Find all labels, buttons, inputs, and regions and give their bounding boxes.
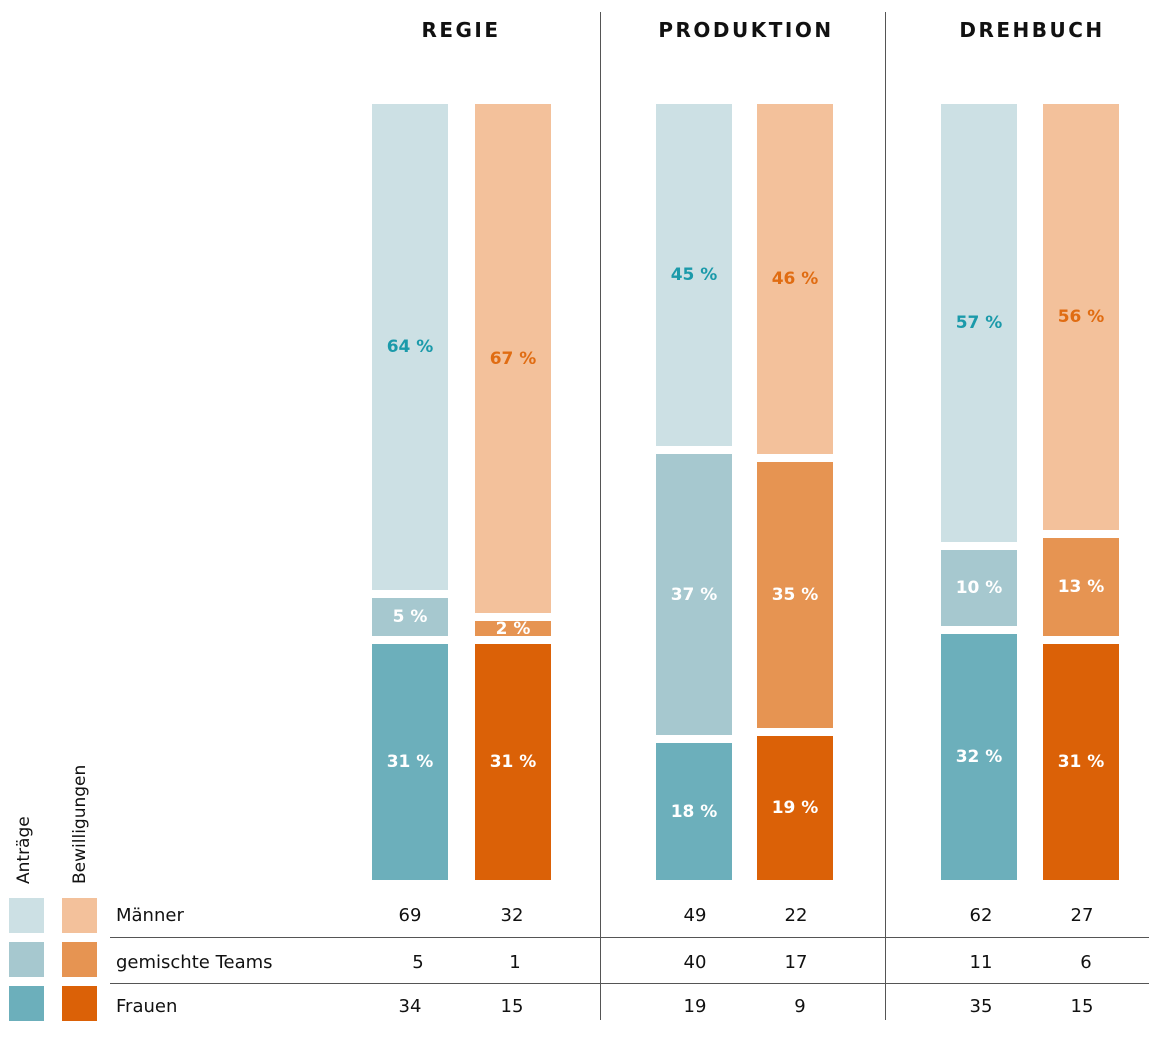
bar-value-label: 57 %: [955, 312, 1003, 333]
count-drehbuch-bewilligungen-maenner: 27: [1070, 905, 1094, 926]
count-regie-antraege-maenner: 69: [398, 905, 422, 926]
bar-drehbuch-antraege-gemischte-teams: 10 %: [941, 549, 1017, 627]
bar-value-label: 31 %: [386, 752, 434, 773]
bar-regie-antraege-maenner: 64 %: [372, 104, 448, 591]
separator-regie-produktion: [600, 12, 601, 1020]
bar-produktion-antraege-maenner: 45 %: [656, 104, 732, 446]
bar-value-label: 31 %: [1057, 752, 1105, 773]
count-produktion-antraege-frauen: 19: [683, 996, 707, 1017]
bar-regie-bewilligungen-frauen: 31 %: [475, 644, 551, 880]
bar-drehbuch-bewilligungen-maenner: 56 %: [1043, 104, 1119, 530]
bar-value-label: 13 %: [1057, 576, 1105, 597]
count-drehbuch-antraege-maenner: 62: [969, 905, 993, 926]
bar-produktion-bewilligungen-maenner: 46 %: [757, 104, 833, 454]
bar-value-label: 35 %: [771, 584, 819, 605]
bar-regie-bewilligungen-maenner: 67 %: [475, 104, 551, 614]
count-drehbuch-bewilligungen-gemischte-teams: 6: [1080, 952, 1092, 973]
bar-produktion-bewilligungen-gemischte-teams: 35 %: [757, 461, 833, 728]
bar-value-label: 10 %: [955, 577, 1003, 598]
count-produktion-antraege-gemischte-teams: 40: [683, 952, 707, 973]
section-title-regie: REGIE: [421, 18, 501, 42]
bar-value-label: 32 %: [955, 747, 1003, 768]
count-drehbuch-antraege-frauen: 35: [969, 996, 993, 1017]
count-drehbuch-bewilligungen-frauen: 15: [1070, 996, 1094, 1017]
bar-value-label: 45 %: [670, 265, 718, 285]
swatch-antraege-gemischte-teams: [9, 942, 44, 977]
table-line-bottom: [110, 983, 1149, 984]
bar-produktion-antraege-frauen: 18 %: [656, 743, 732, 880]
bar-drehbuch-bewilligungen-frauen: 31 %: [1043, 644, 1119, 880]
bar-value-label: 46 %: [771, 268, 819, 289]
bar-value-label: 64 %: [386, 337, 434, 358]
legend-antraege-label: Anträge: [14, 816, 34, 884]
bar-value-label: 67 %: [489, 348, 537, 369]
swatch-bewilligungen-frauen: [62, 986, 97, 1021]
bar-value-label: 19 %: [771, 797, 819, 818]
swatch-antraege-maenner: [9, 898, 44, 933]
swatch-bewilligungen-maenner: [62, 898, 97, 933]
bar-produktion-bewilligungen-frauen: 19 %: [757, 735, 833, 880]
section-title-drehbuch: DREHBUCH: [959, 18, 1105, 42]
row-label-frauen: Frauen: [116, 996, 178, 1017]
table-line-top: [110, 937, 1149, 938]
bar-value-label: 31 %: [489, 752, 537, 773]
bar-produktion-antraege-gemischte-teams: 37 %: [656, 454, 732, 736]
legend-bewilligungen-label: Bewilligungen: [70, 764, 90, 884]
swatch-bewilligungen-gemischte-teams: [62, 942, 97, 977]
bar-value-label: 56 %: [1057, 306, 1105, 327]
bar-regie-bewilligungen-gemischte-teams: 2 %: [475, 618, 551, 639]
bar-value-label: 37 %: [670, 584, 718, 605]
bar-drehbuch-bewilligungen-gemischte-teams: 13 %: [1043, 537, 1119, 637]
bar-value-label: 5 %: [392, 607, 428, 628]
count-regie-bewilligungen-maenner: 32: [500, 905, 524, 926]
row-label-gemischte-teams: gemischte Teams: [116, 952, 273, 973]
bar-drehbuch-antraege-maenner: 57 %: [941, 104, 1017, 542]
bar-regie-antraege-frauen: 31 %: [372, 644, 448, 880]
bar-regie-antraege-gemischte-teams: 5 %: [372, 598, 448, 637]
count-produktion-bewilligungen-maenner: 22: [784, 905, 808, 926]
count-produktion-bewilligungen-gemischte-teams: 17: [784, 952, 808, 973]
bar-value-label: 2 %: [495, 618, 531, 639]
count-regie-bewilligungen-frauen: 15: [500, 996, 524, 1017]
count-produktion-bewilligungen-frauen: 9: [794, 996, 806, 1017]
bar-value-label: 18 %: [670, 801, 718, 822]
swatch-antraege-frauen: [9, 986, 44, 1021]
bar-drehbuch-antraege-frauen: 32 %: [941, 634, 1017, 880]
count-drehbuch-antraege-gemischte-teams: 11: [969, 952, 993, 973]
row-label-maenner: Männer: [116, 905, 184, 926]
count-regie-antraege-frauen: 34: [398, 996, 422, 1017]
count-produktion-antraege-maenner: 49: [683, 905, 707, 926]
count-regie-bewilligungen-gemischte-teams: 1: [509, 952, 521, 973]
separator-produktion-drehbuch: [885, 12, 886, 1020]
section-title-produktion: PRODUKTION: [658, 18, 834, 42]
count-regie-antraege-gemischte-teams: 5: [412, 952, 424, 973]
